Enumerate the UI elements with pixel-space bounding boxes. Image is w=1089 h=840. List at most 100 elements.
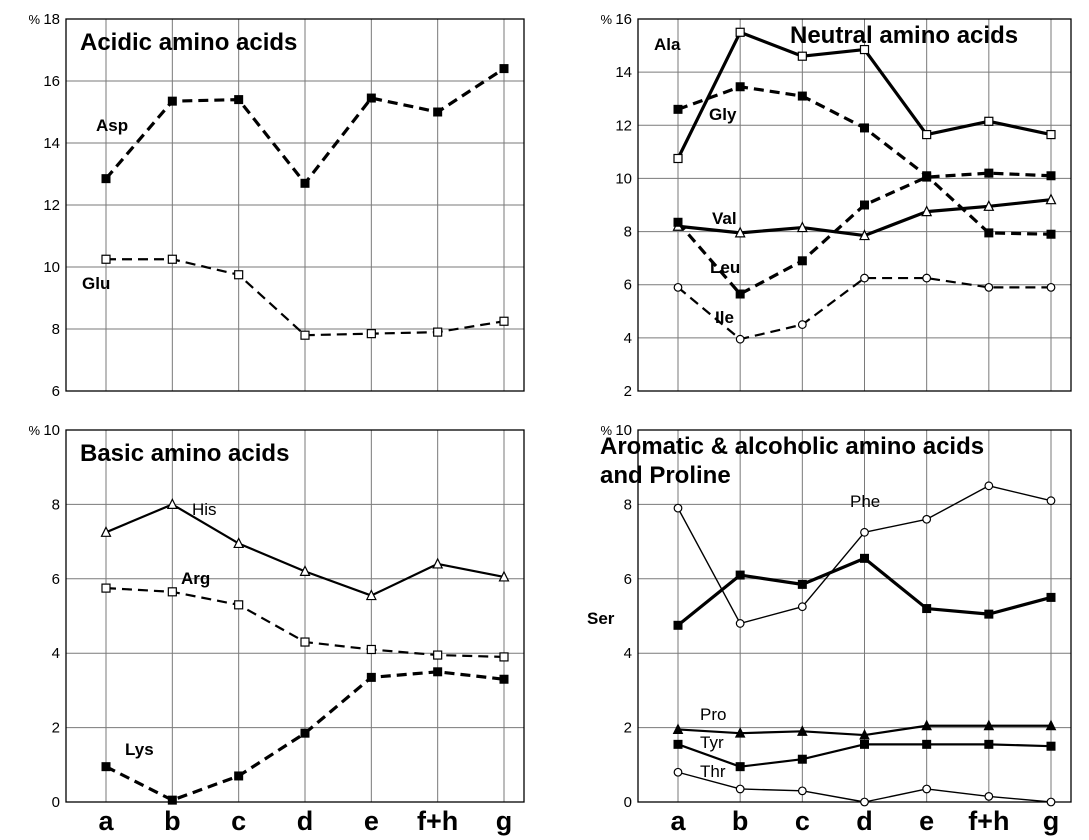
data-point-phe	[860, 527, 869, 537]
data-point-glu	[167, 254, 177, 264]
plot-frame	[65, 429, 525, 803]
y-tick-label: 12	[615, 117, 632, 134]
x-tick-label: c	[795, 806, 810, 836]
y-tick-label: 6	[52, 571, 60, 588]
series-label-ile: Ile	[715, 308, 734, 327]
data-point-his	[233, 537, 245, 549]
y-unit-label: %	[28, 423, 40, 438]
data-point-asp	[300, 178, 310, 188]
data-point-tyr	[673, 739, 683, 749]
data-point-val	[983, 199, 995, 211]
y-tick-label: 4	[52, 645, 60, 662]
data-point-ile	[1046, 282, 1056, 292]
y-tick-label: 8	[52, 496, 60, 513]
data-point-phe	[1046, 496, 1056, 506]
data-point-asp	[433, 107, 443, 117]
chart-title: Basic amino acids	[80, 440, 289, 467]
series-label-thr: Thr	[700, 762, 726, 781]
data-point-val	[796, 221, 808, 233]
data-point-thr	[860, 797, 869, 807]
x-tick-label: a	[670, 806, 686, 836]
y-tick-label: 4	[624, 645, 632, 662]
data-point-tyr	[797, 754, 807, 764]
data-point-thr	[735, 784, 745, 794]
data-point-ala	[922, 129, 932, 140]
series-label-ser: Ser	[587, 609, 615, 628]
data-point-tyr	[735, 762, 745, 772]
data-point-lys	[167, 795, 177, 805]
data-point-thr	[673, 767, 683, 777]
data-point-glu	[300, 330, 310, 340]
x-tick-label: a	[98, 806, 114, 836]
data-point-gly	[797, 91, 807, 101]
chart-title: Neutral amino acids	[790, 22, 1018, 49]
y-tick-label: 8	[52, 321, 60, 338]
y-tick-label: 10	[615, 422, 632, 439]
y-tick-label: 6	[624, 277, 632, 294]
data-point-phe	[735, 619, 745, 628]
x-tick-label: g	[1043, 806, 1060, 836]
data-point-ser	[673, 620, 683, 630]
data-point-thr	[984, 792, 994, 801]
series-label-gly: Gly	[709, 105, 737, 124]
x-tick-label: f+h	[417, 806, 458, 836]
data-point-gly	[673, 104, 683, 114]
data-point-val	[859, 229, 870, 241]
y-unit-label: %	[28, 12, 40, 27]
series-label-phe: Phe	[850, 492, 880, 511]
series-label-tyr: Tyr	[700, 733, 724, 752]
chart-panel: 6 8 10 12 14 16 18% Asp Glu Acidic amino acids	[28, 11, 525, 400]
y-tick-label: 6	[624, 571, 632, 588]
data-point-phe	[984, 481, 994, 491]
data-point-ala	[984, 116, 994, 126]
y-tick-label: 2	[624, 720, 632, 737]
data-point-arg	[167, 587, 177, 597]
data-point-lys	[366, 672, 376, 682]
data-point-lys	[433, 667, 443, 677]
y-tick-label: 0	[624, 794, 632, 811]
chart-panel: 0 2 4 6 8 10% a b c d e f+h g Phe Ser Pro Tyr Thr Aromatic…	[587, 422, 1072, 836]
data-point-ile	[735, 334, 745, 344]
data-point-leu	[860, 200, 869, 210]
data-point-pro	[859, 728, 870, 740]
data-point-glu	[234, 270, 244, 280]
data-point-phe	[797, 602, 807, 612]
plot-frame	[65, 18, 525, 392]
y-tick-label: 10	[43, 259, 60, 276]
data-point-gly	[860, 123, 869, 133]
data-point-leu	[984, 168, 994, 178]
y-tick-label: 10	[43, 422, 60, 439]
x-tick-label: e	[919, 806, 934, 836]
data-point-ala	[735, 27, 745, 37]
data-point-glu	[499, 316, 509, 326]
y-tick-label: 16	[43, 73, 60, 90]
data-point-his	[365, 589, 377, 601]
data-point-asp	[366, 93, 376, 103]
y-tick-label: 0	[52, 794, 60, 811]
x-tick-label: f+h	[968, 806, 1009, 836]
plot-frame	[637, 429, 1072, 803]
data-point-ser	[984, 609, 994, 619]
data-point-ala	[797, 51, 807, 61]
data-point-ile	[860, 273, 869, 283]
data-point-pro	[983, 719, 995, 731]
chart-subtitle: and Proline	[600, 462, 731, 489]
data-point-asp	[234, 95, 244, 105]
y-tick-label: 2	[624, 383, 632, 400]
data-point-ser	[1046, 592, 1056, 602]
x-tick-label: d	[856, 806, 873, 836]
x-tick-label: d	[297, 806, 314, 836]
data-point-ile	[797, 320, 807, 329]
data-point-glu	[433, 327, 443, 337]
data-point-glu	[101, 254, 111, 264]
data-point-leu	[1046, 171, 1056, 181]
data-point-gly	[1046, 229, 1056, 239]
data-point-his	[166, 498, 178, 509]
data-point-pro	[672, 723, 684, 734]
data-point-thr	[797, 786, 807, 796]
x-tick-label: b	[164, 806, 181, 836]
data-point-pro	[921, 719, 932, 731]
data-point-val	[1045, 193, 1057, 205]
data-point-glu	[366, 329, 376, 339]
data-point-arg	[300, 637, 310, 647]
